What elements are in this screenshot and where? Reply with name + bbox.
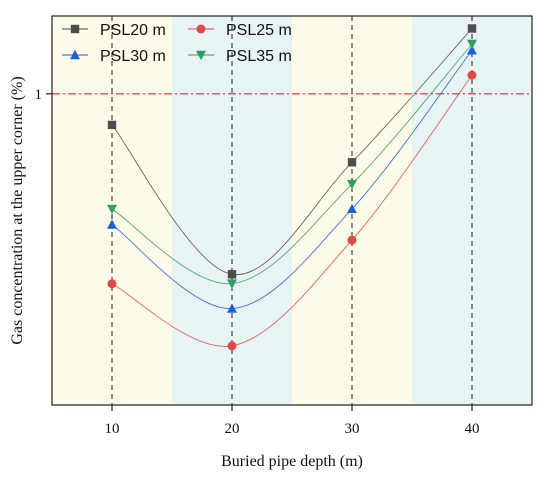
series-markers	[107, 24, 477, 351]
y-axis-title: Gas concentration at the upper corner (%…	[9, 76, 26, 344]
series-0-point-40	[467, 24, 477, 33]
legend-label-3: PSL35 m	[226, 48, 292, 65]
series-line-0	[111, 28, 473, 275]
series-lines	[111, 28, 473, 347]
x-axis-title: Buried pipe depth (m)	[221, 453, 363, 470]
series-3-point-20	[227, 279, 237, 289]
vertical-guides	[111, 16, 473, 405]
series-3-point-40	[467, 39, 477, 50]
y-ticks: 1	[35, 87, 52, 103]
x-ticks: 10 20 30 40	[105, 405, 480, 437]
legend-label-1: PSL25 m	[226, 22, 292, 39]
series-1-point-10	[107, 279, 117, 289]
background-bands	[52, 16, 532, 405]
plot-frame	[51, 15, 533, 406]
series-line-2	[111, 49, 473, 309]
series-3-point-30	[347, 179, 357, 190]
series-2-point-40	[467, 45, 477, 55]
legend-marker-3	[196, 50, 206, 61]
series-0-point-30	[347, 158, 357, 167]
series-1-point-40	[467, 70, 477, 80]
x-tick-label: 40	[465, 421, 480, 437]
legend-marker-1	[196, 24, 206, 34]
series-0-point-10	[107, 120, 117, 130]
legend-label-0: PSL20 m	[100, 22, 166, 39]
series-0-point-20	[227, 270, 237, 279]
series-2-point-30	[347, 203, 357, 214]
series-line-3	[111, 43, 473, 285]
legend-label-2: PSL30 m	[100, 48, 166, 65]
series-3-point-10	[107, 204, 117, 215]
series-line-1	[111, 74, 473, 347]
series-1-point-30	[347, 235, 357, 245]
legend-marker-2	[70, 49, 80, 60]
x-tick-label: 10	[105, 421, 120, 437]
series-1-point-20	[227, 341, 237, 351]
y-tick-label: 1	[35, 87, 43, 103]
x-tick-label: 30	[345, 421, 360, 437]
series-2-point-20	[227, 303, 237, 313]
series-2-point-10	[107, 219, 117, 229]
legend: PSL20 m PSL25 m PSL30 m PSL35 m	[62, 22, 292, 65]
legend-marker-0	[70, 24, 80, 34]
x-tick-label: 20	[225, 421, 240, 437]
